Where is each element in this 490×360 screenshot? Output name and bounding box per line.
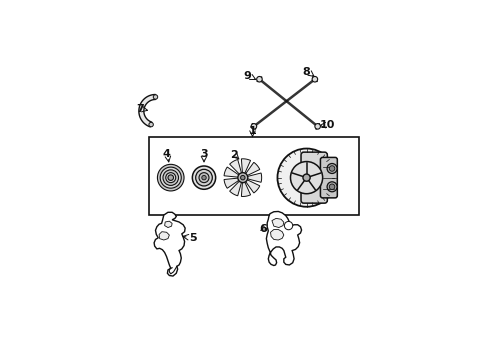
- Polygon shape: [159, 232, 170, 240]
- Circle shape: [329, 166, 335, 171]
- Polygon shape: [154, 212, 185, 276]
- Circle shape: [277, 149, 336, 207]
- Circle shape: [291, 162, 322, 194]
- Circle shape: [257, 76, 262, 82]
- Text: 3: 3: [200, 149, 208, 159]
- Polygon shape: [272, 219, 284, 228]
- Circle shape: [149, 122, 153, 127]
- Circle shape: [284, 221, 293, 230]
- Text: 5: 5: [189, 233, 196, 243]
- Circle shape: [163, 170, 178, 185]
- Polygon shape: [224, 178, 240, 188]
- Circle shape: [329, 184, 335, 190]
- Polygon shape: [224, 167, 240, 177]
- Circle shape: [199, 173, 209, 183]
- Text: 1: 1: [248, 126, 256, 135]
- Circle shape: [168, 175, 173, 180]
- Polygon shape: [245, 162, 260, 176]
- Circle shape: [166, 173, 176, 183]
- Text: 7: 7: [136, 104, 144, 114]
- Circle shape: [160, 167, 181, 188]
- FancyBboxPatch shape: [320, 157, 337, 198]
- Circle shape: [153, 95, 158, 99]
- Polygon shape: [270, 229, 284, 240]
- Polygon shape: [267, 211, 301, 266]
- Circle shape: [327, 182, 337, 192]
- Bar: [148, 138, 359, 215]
- Circle shape: [238, 173, 248, 183]
- Circle shape: [312, 76, 318, 82]
- Circle shape: [303, 174, 310, 181]
- Text: 10: 10: [319, 120, 335, 130]
- Polygon shape: [242, 181, 250, 197]
- Text: 9: 9: [244, 72, 252, 81]
- Circle shape: [196, 169, 212, 186]
- Text: 2: 2: [231, 150, 238, 159]
- Polygon shape: [242, 159, 250, 174]
- Polygon shape: [230, 181, 242, 196]
- Polygon shape: [247, 173, 262, 182]
- Circle shape: [315, 123, 320, 129]
- Circle shape: [202, 175, 206, 180]
- Polygon shape: [230, 159, 242, 175]
- Polygon shape: [245, 179, 260, 193]
- Circle shape: [327, 163, 337, 174]
- Circle shape: [157, 164, 184, 191]
- Circle shape: [251, 123, 257, 129]
- Polygon shape: [165, 221, 172, 228]
- Text: 4: 4: [163, 149, 171, 159]
- Circle shape: [193, 166, 216, 189]
- Text: 6: 6: [259, 224, 267, 234]
- Circle shape: [241, 175, 245, 180]
- FancyBboxPatch shape: [301, 152, 327, 203]
- Polygon shape: [139, 94, 155, 127]
- Text: 8: 8: [303, 67, 311, 77]
